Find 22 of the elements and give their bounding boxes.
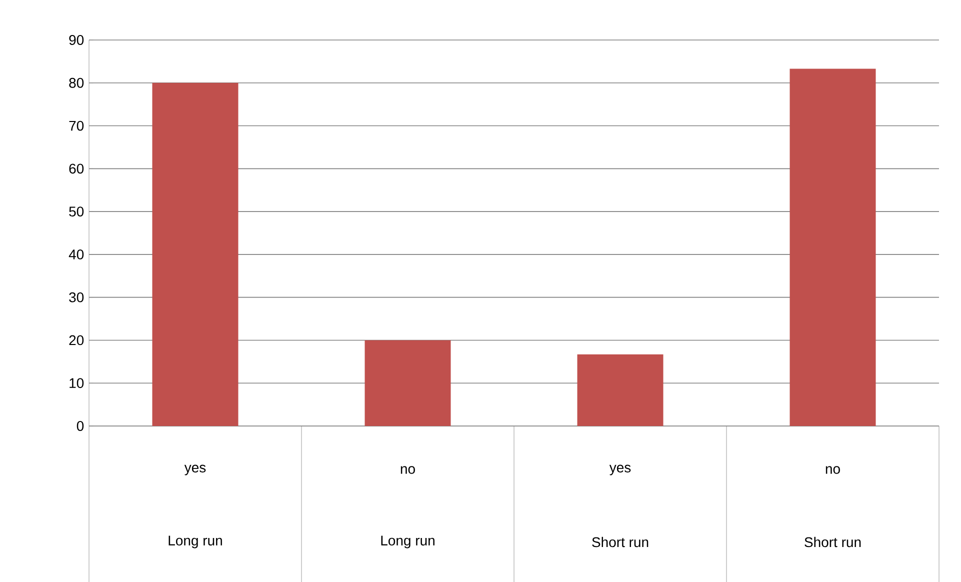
y-tick-label: 90	[69, 35, 84, 45]
text: Short run	[804, 536, 861, 548]
y-tick-label: 10	[70, 378, 84, 388]
bar	[577, 354, 664, 426]
text: Long run	[168, 536, 222, 548]
y-tick-label: 40	[68, 249, 84, 260]
bar	[364, 340, 451, 426]
y-tick-label: 30	[69, 292, 84, 302]
y-tick-label: 70	[69, 120, 84, 131]
text: Long run	[381, 536, 434, 548]
bar	[790, 68, 876, 426]
x-tick-label: no	[400, 466, 415, 474]
x-tick-label: yes	[609, 464, 631, 476]
text: Short run	[592, 536, 648, 548]
y-tick-label: 20	[69, 335, 84, 346]
x-tick-label: no	[826, 466, 840, 474]
bar	[152, 82, 238, 426]
y-tick-label: 80	[69, 78, 84, 88]
y-tick-label: 0	[76, 421, 84, 431]
y-tick-label: 50	[69, 206, 84, 217]
y-tick-label: 60	[69, 164, 84, 174]
x-tick-label: yes	[184, 464, 206, 476]
